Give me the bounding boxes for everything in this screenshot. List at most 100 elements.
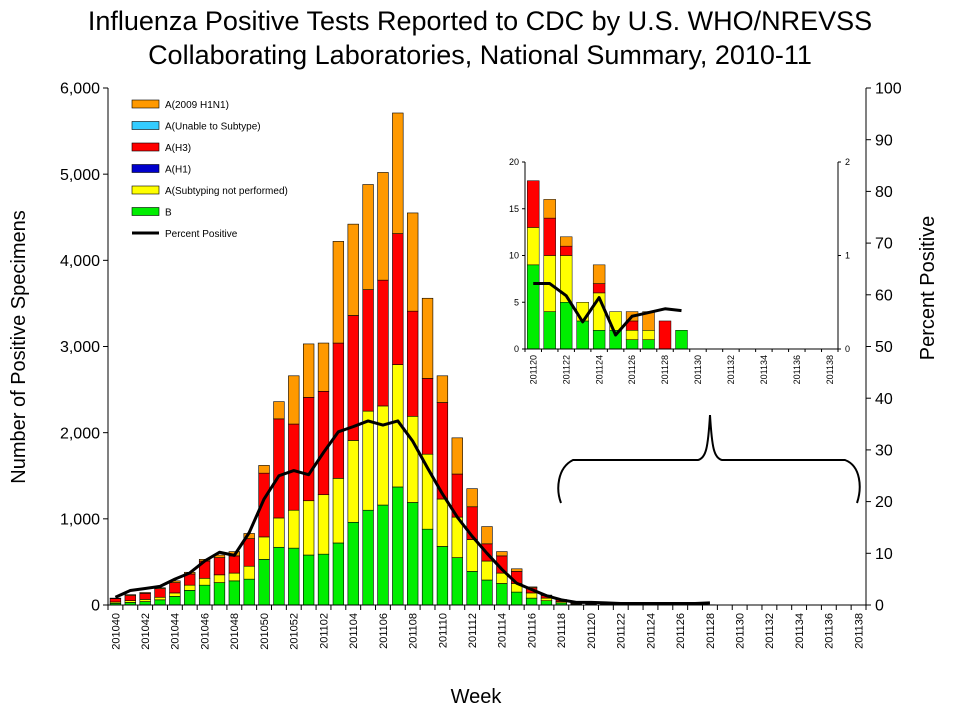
- main-bar-subtyping-not-performed: [481, 560, 493, 581]
- x-axis-label: Week: [451, 686, 503, 708]
- main-bar-subtyping-not-performed: [184, 584, 196, 591]
- main-bar-h1n1-2009: [377, 172, 389, 281]
- inset-bar-h3: [592, 283, 606, 294]
- main-bar-b: [407, 502, 419, 606]
- main-bar-b: [273, 546, 285, 606]
- main-y-tick-label: 2,000: [60, 425, 100, 442]
- main-bar-b: [184, 590, 196, 606]
- inset-x-tick-label: 201124: [594, 355, 604, 384]
- inset-bar-b: [543, 311, 556, 350]
- main-bar-b: [392, 486, 404, 606]
- main-bar-b: [228, 580, 240, 606]
- main-bar-h1n1-2009: [124, 594, 136, 596]
- main-bar-h1n1-2009: [139, 592, 151, 594]
- main-x-tick-label: 201138: [853, 613, 865, 649]
- main-bar-h1n1-2009: [332, 241, 345, 344]
- main-bar-b: [169, 596, 181, 606]
- main-y-tick-label: 5,000: [60, 167, 100, 184]
- inset-bar-b: [576, 320, 589, 350]
- main-bar-h3: [109, 598, 122, 603]
- legend-label-h1: A(H1): [165, 165, 191, 176]
- main-y-tick-label: 4,000: [60, 253, 100, 270]
- main-bar-h3: [347, 315, 359, 441]
- main-bar-h1n1-2009: [451, 437, 463, 475]
- main-bar-h1n1-2009: [392, 112, 404, 234]
- main-bar-h1n1-2009: [436, 375, 449, 403]
- main-y2-tick-label: 50: [875, 339, 893, 356]
- main-bar-h3: [317, 391, 330, 496]
- main-x-tick-label: 201114: [497, 613, 509, 648]
- main-bar-h1n1-2009: [362, 184, 374, 290]
- main-y2-tick-label: 20: [875, 494, 893, 511]
- main-bar-h1n1-2009: [407, 212, 419, 312]
- main-bar-b: [362, 509, 374, 606]
- inset-x-tick-label: 201126: [627, 355, 637, 384]
- main-bar-b: [481, 579, 493, 606]
- y2-axis-label: Percent Positive: [917, 216, 939, 361]
- main-bar-h1n1-2009: [421, 297, 434, 379]
- main-bar-h3: [154, 588, 166, 598]
- inset-x-tick-label: 201122: [561, 355, 571, 384]
- legend-label-subtyping-not-performed: A(Subtyping not performed): [165, 186, 288, 197]
- inset-percent-positive-line: [533, 282, 682, 337]
- inset-y-tick-label: 10: [509, 251, 519, 261]
- main-x-tick-label: 201126: [675, 613, 687, 649]
- main-bar-subtyping-not-performed: [302, 500, 315, 556]
- legend-label-percent-positive: Percent Positive: [165, 229, 238, 240]
- main-y2-tick-label: 40: [875, 391, 893, 408]
- legend-swatch-b: [131, 207, 160, 216]
- inset-bar-h3: [543, 217, 556, 256]
- inset-bar-subtyping-not-performed: [625, 330, 639, 340]
- main-axes: 01,0002,0003,0004,0005,0006,000010203040…: [60, 81, 902, 650]
- main-x-tick-label: 201124: [645, 613, 657, 649]
- inset-bar-b: [625, 339, 639, 350]
- inset-bar-h1n1-2009: [543, 199, 556, 219]
- main-bar-h3: [139, 593, 151, 600]
- main-x-tick-label: 201050: [259, 613, 271, 650]
- main-bar-h3: [392, 233, 404, 365]
- legend-swatch-subtyping-not-performed: [131, 185, 160, 195]
- main-bar-b: [451, 557, 463, 606]
- inset-bar-b: [592, 330, 606, 350]
- inset-bar-group: [527, 180, 688, 350]
- legend-swatch-h1n1-2009: [131, 99, 160, 109]
- main-x-tick-label: 201136: [824, 613, 836, 649]
- main-x-tick-label: 201052: [289, 613, 301, 650]
- inset-bar-b: [642, 339, 655, 350]
- inset-bar-b: [675, 330, 688, 350]
- main-bar-h1n1-2009: [273, 401, 285, 420]
- main-bar-group: [109, 112, 731, 606]
- main-bar-b: [421, 528, 434, 606]
- main-bar-h3: [228, 555, 240, 574]
- main-y2-tick-label: 0: [875, 598, 884, 615]
- main-bar-b: [213, 582, 226, 606]
- y-axis-label: Number of Positive Specimens: [8, 210, 30, 483]
- main-x-tick-label: 201040: [110, 613, 122, 650]
- inset-x-tick-label: 201120: [528, 355, 538, 384]
- main-y2-tick-label: 60: [875, 287, 893, 304]
- zoom-bracket-shape: [557, 414, 861, 504]
- main-bar-h1n1-2009: [347, 223, 359, 316]
- inset-axes: 0 5 10 15 20 0 1 2 201120 201122 201124 201126 20112…: [509, 157, 850, 384]
- main-bar-subtyping-not-performed: [139, 599, 151, 602]
- main-bar-subtyping-not-performed: [169, 592, 181, 597]
- main-bar-h1n1-2009: [481, 526, 493, 545]
- main-y2-tick-label: 30: [875, 443, 893, 460]
- main-x-tick-label: 201132: [764, 613, 776, 649]
- legend-swatch-unable-to-subtype: [131, 121, 160, 130]
- main-bar-h3: [302, 397, 315, 502]
- main-bar-h3: [124, 595, 136, 601]
- main-bar-h3: [332, 342, 345, 479]
- legend: A(2009 H1N1) A(Unable to Subtype) A(H3) A(H…: [131, 99, 288, 240]
- main-bar-h3: [243, 538, 255, 567]
- main-x-tick-label: 201102: [318, 613, 330, 649]
- main-y2-tick-label: 100: [875, 81, 902, 98]
- main-bar-h1n1-2009: [496, 551, 508, 557]
- main-bar-subtyping-not-performed: [377, 405, 389, 506]
- main-bar-subtyping-not-performed: [525, 592, 538, 599]
- main-bar-b: [347, 521, 359, 606]
- main-bar-b: [288, 547, 300, 606]
- inset-x-tick-label: 201128: [660, 355, 670, 384]
- main-bar-subtyping-not-performed: [258, 536, 270, 560]
- legend-label-b: B: [165, 208, 172, 219]
